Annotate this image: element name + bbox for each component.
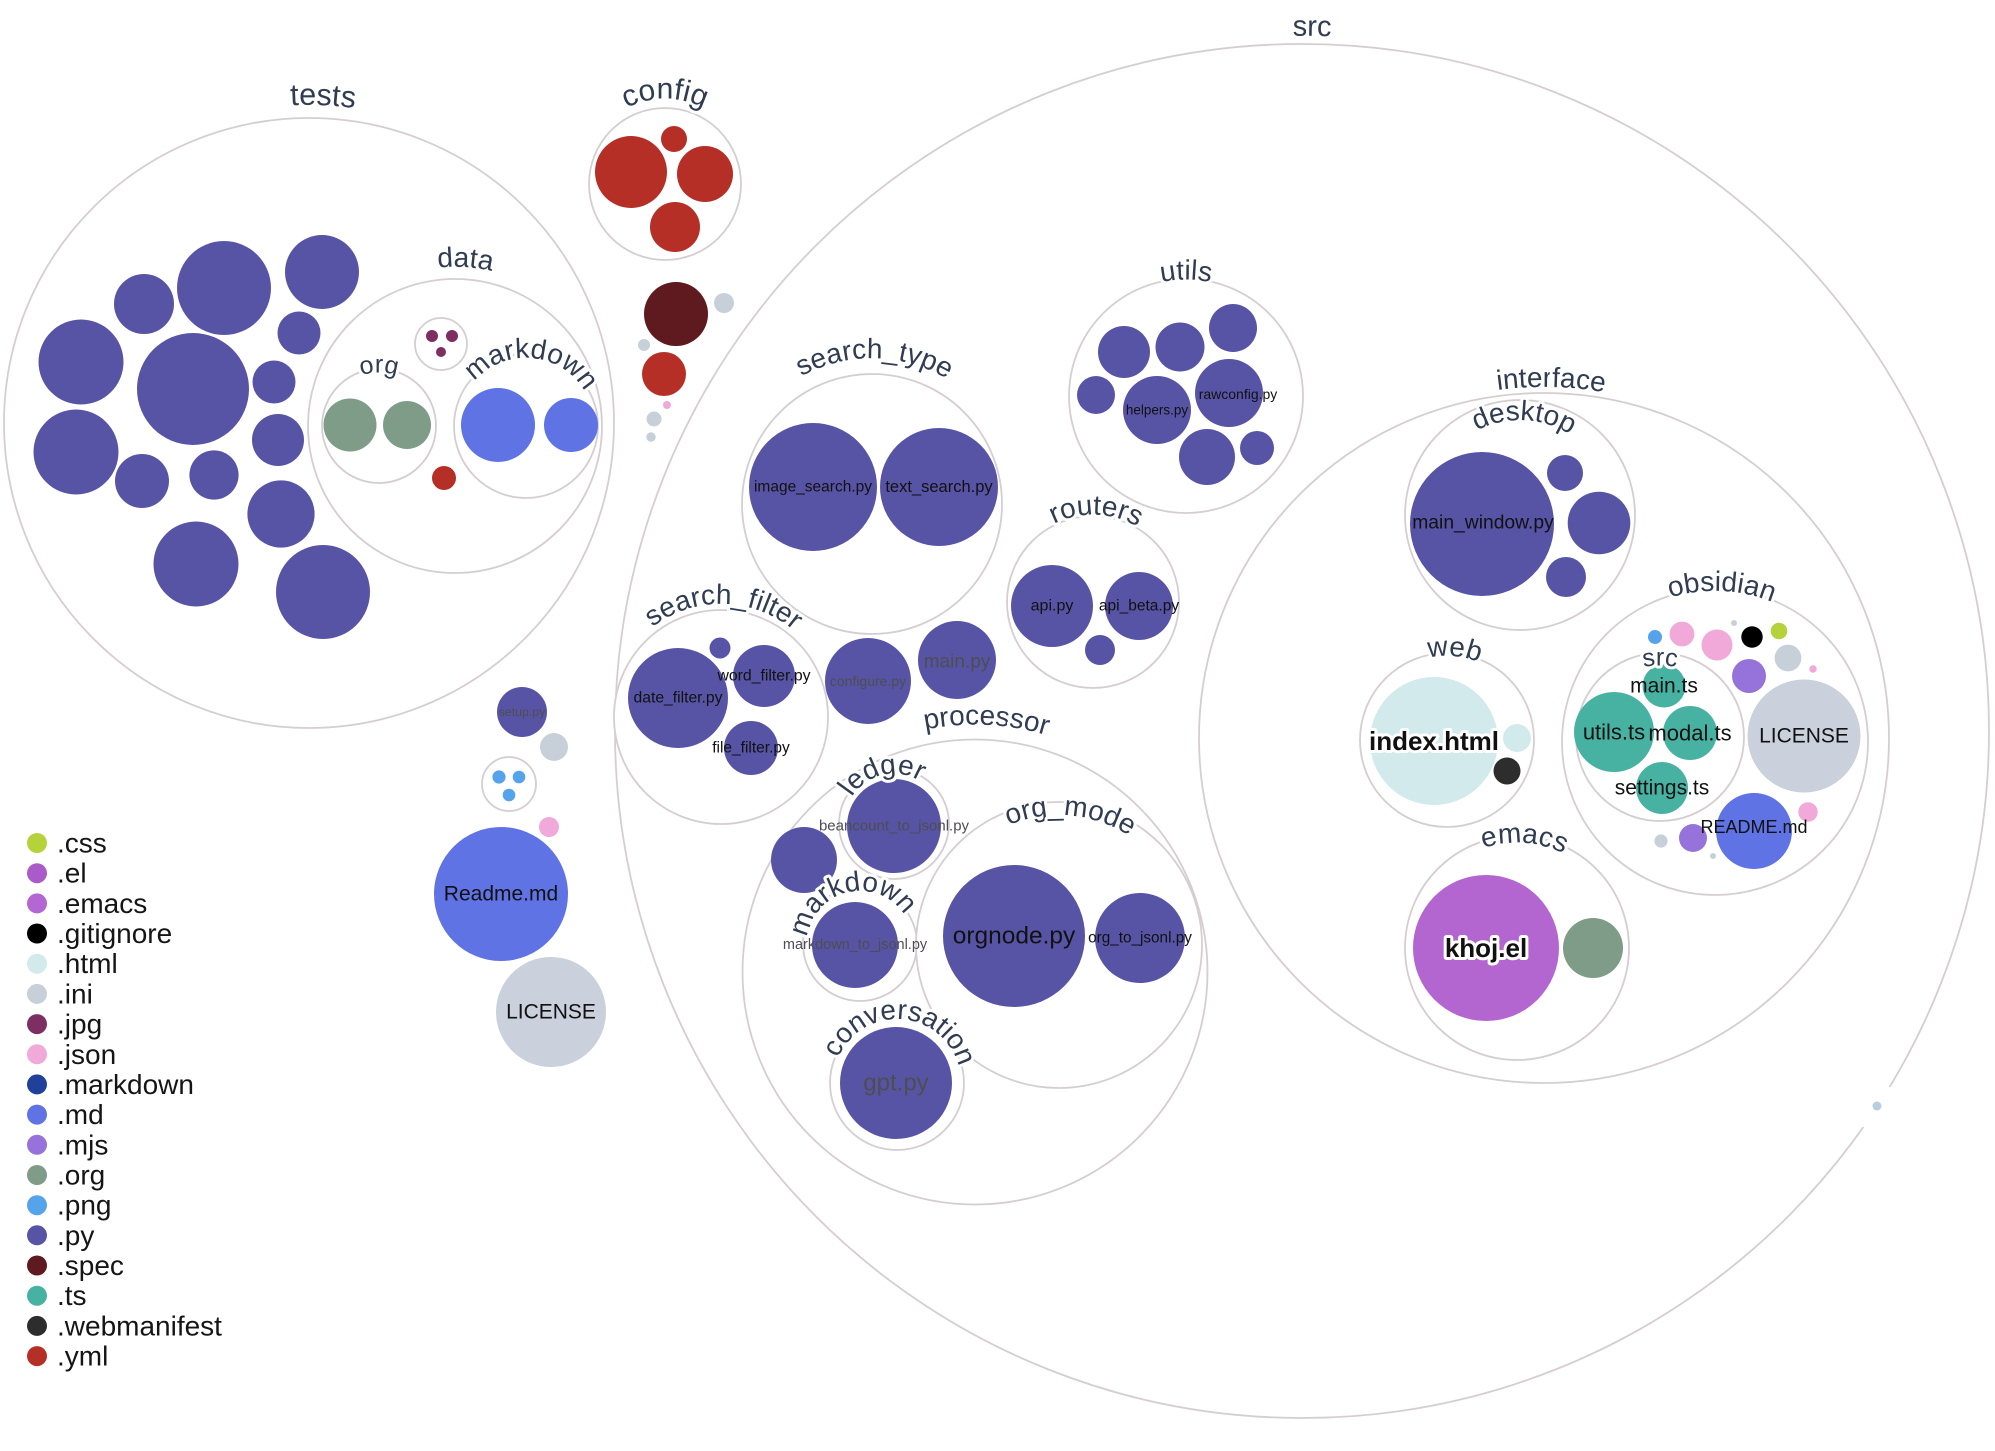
svg-text:.json: .json (57, 1039, 116, 1070)
svg-text:.spec: .spec (57, 1250, 124, 1281)
svg-text:org_to_jsonl.py: org_to_jsonl.py (1088, 930, 1192, 947)
svg-text:main.ts: main.ts (1630, 675, 1698, 698)
svg-text:api.py: api.py (1031, 598, 1074, 615)
svg-text:helpers.py: helpers.py (1126, 403, 1189, 418)
svg-text:.gitignore: .gitignore (57, 918, 172, 949)
svg-text:.mjs: .mjs (57, 1129, 108, 1160)
svg-text:image_search.py: image_search.py (754, 479, 872, 496)
svg-text:.png: .png (57, 1190, 112, 1221)
svg-text:src: src (1293, 11, 1332, 44)
svg-text:date_filter.py: date_filter.py (634, 690, 723, 707)
svg-text:.markdown: .markdown (57, 1069, 194, 1100)
svg-text:Readme.md: Readme.md (444, 883, 558, 906)
svg-text:README.md: README.md (1700, 817, 1807, 837)
svg-text:modal.ts: modal.ts (1648, 721, 1731, 746)
svg-text:gpt.py: gpt.py (863, 1070, 928, 1097)
svg-text:.jpg: .jpg (57, 1009, 102, 1040)
svg-text:.webmanifest: .webmanifest (57, 1310, 222, 1341)
svg-text:web: web (1425, 630, 1486, 667)
svg-text:api_beta.py: api_beta.py (1099, 598, 1179, 615)
svg-text:rawconfig.py: rawconfig.py (1199, 386, 1278, 402)
svg-text:configure.py: configure.py (830, 673, 906, 689)
svg-text:interface: interface (1495, 362, 1609, 398)
svg-text:.md: .md (57, 1099, 104, 1130)
svg-text:.ts: .ts (57, 1280, 87, 1311)
svg-text:tests: tests (289, 78, 358, 115)
svg-text:.el: .el (57, 858, 87, 889)
svg-text:.org: .org (57, 1160, 105, 1191)
svg-text:utils.ts: utils.ts (1583, 720, 1645, 745)
svg-text:beancount_to_jsonl.py: beancount_to_jsonl.py (819, 818, 970, 835)
svg-text:.emacs: .emacs (57, 888, 147, 919)
svg-text:word_filter.py: word_filter.py (716, 668, 810, 685)
svg-text:text_search.py: text_search.py (885, 478, 993, 496)
svg-text:main_window.py: main_window.py (1412, 513, 1554, 534)
svg-text:index.html: index.html (1369, 726, 1499, 756)
svg-text:.py: .py (57, 1220, 94, 1251)
svg-text:LICENSE: LICENSE (1759, 725, 1849, 748)
svg-text:settings.ts: settings.ts (1615, 777, 1710, 800)
svg-text:org: org (357, 350, 402, 380)
svg-text:main.py: main.py (924, 652, 991, 673)
svg-text:utils: utils (1158, 254, 1215, 287)
svg-text:orgnode.py: orgnode.py (953, 923, 1076, 950)
svg-text:.html: .html (57, 948, 118, 979)
svg-text:data: data (436, 242, 497, 277)
svg-text:.yml: .yml (57, 1341, 108, 1372)
svg-text:file_filter.py: file_filter.py (712, 740, 790, 757)
svg-text:src: src (1640, 643, 1679, 673)
svg-text:markdown_to_jsonl.py: markdown_to_jsonl.py (783, 937, 928, 953)
svg-text:setup.py: setup.py (499, 705, 546, 719)
svg-text:.css: .css (57, 828, 107, 859)
svg-text:khoj.el: khoj.el (1445, 933, 1527, 963)
svg-text:LICENSE: LICENSE (506, 1001, 596, 1024)
svg-text:.ini: .ini (57, 978, 93, 1009)
